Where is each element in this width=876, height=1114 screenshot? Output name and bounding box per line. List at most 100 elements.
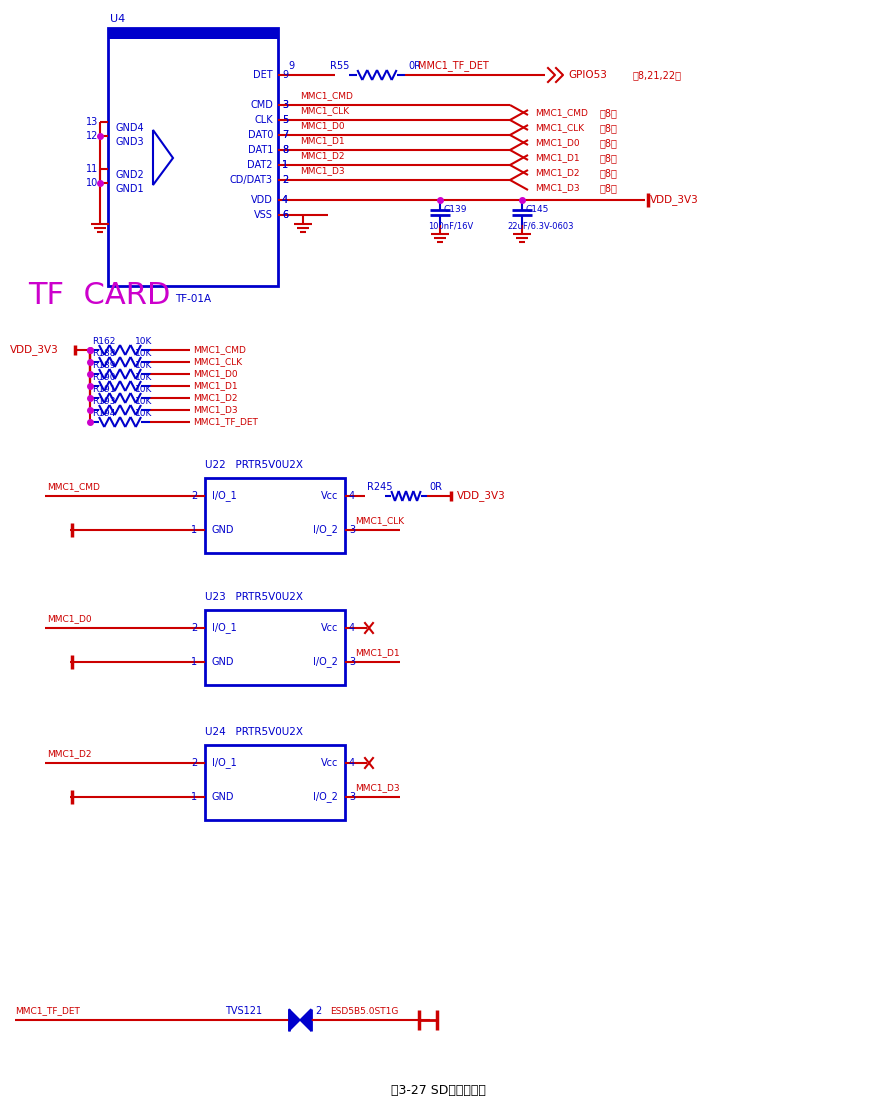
Text: R55: R55	[330, 61, 350, 71]
Text: 1: 1	[191, 525, 197, 535]
Text: 8: 8	[282, 145, 288, 155]
Text: 0R: 0R	[408, 61, 421, 71]
Text: 2: 2	[191, 758, 197, 768]
Text: 10K: 10K	[135, 409, 152, 418]
Text: 100nF/16V: 100nF/16V	[428, 222, 473, 231]
Text: R194: R194	[92, 409, 116, 418]
Text: VSS: VSS	[254, 211, 273, 219]
Text: 6: 6	[282, 211, 288, 219]
Text: TVS121: TVS121	[225, 1006, 262, 1016]
Text: I/O_1: I/O_1	[212, 490, 237, 501]
Text: 2: 2	[282, 175, 288, 185]
Text: MMC1_D1: MMC1_D1	[193, 381, 237, 391]
Text: 1: 1	[282, 160, 288, 170]
Text: VDD: VDD	[251, 195, 273, 205]
Text: GND3: GND3	[116, 137, 145, 147]
Text: MMC1_CLK: MMC1_CLK	[355, 517, 404, 526]
Text: R191: R191	[92, 384, 116, 393]
Text: CLK: CLK	[254, 115, 273, 125]
Text: 5: 5	[282, 115, 288, 125]
Text: 3: 3	[282, 100, 288, 110]
Text: MMC1_D2: MMC1_D2	[300, 152, 344, 160]
Text: U22   PRTR5V0U2X: U22 PRTR5V0U2X	[205, 460, 303, 470]
Text: 1: 1	[191, 792, 197, 802]
Text: MMC1_CLK: MMC1_CLK	[535, 124, 584, 133]
Text: 【8】: 【8】	[600, 108, 618, 118]
Text: 22uF/6.3V-0603: 22uF/6.3V-0603	[507, 222, 574, 231]
Text: U24   PRTR5V0U2X: U24 PRTR5V0U2X	[205, 727, 303, 737]
Text: GND1: GND1	[116, 184, 145, 194]
Text: 10K: 10K	[135, 372, 152, 381]
Text: 【8】: 【8】	[600, 183, 618, 193]
Text: MMC1_D2: MMC1_D2	[47, 750, 91, 759]
Text: MMC1_CMD: MMC1_CMD	[300, 91, 353, 100]
Text: I/O_2: I/O_2	[313, 656, 338, 667]
Text: U23   PRTR5V0U2X: U23 PRTR5V0U2X	[205, 592, 303, 602]
Text: U4: U4	[110, 14, 125, 25]
Text: MMC1_TF_DET: MMC1_TF_DET	[15, 1007, 80, 1016]
Text: MMC1_D1: MMC1_D1	[535, 154, 580, 163]
Text: GND: GND	[212, 657, 235, 667]
Text: 7: 7	[282, 130, 288, 140]
Text: GND2: GND2	[116, 170, 145, 180]
Text: C145: C145	[526, 205, 549, 215]
Text: 13: 13	[86, 117, 98, 127]
Text: MMC1_CMD: MMC1_CMD	[47, 482, 100, 491]
Text: DAT1: DAT1	[248, 145, 273, 155]
Text: R245: R245	[367, 482, 392, 492]
Text: DET: DET	[253, 70, 273, 80]
Text: MMC1_CLK: MMC1_CLK	[300, 107, 350, 116]
Text: 3: 3	[282, 100, 288, 110]
Text: C139: C139	[444, 205, 468, 215]
Bar	[205, 610, 345, 685]
Text: 图3-27 SD卡卡座电路: 图3-27 SD卡卡座电路	[391, 1084, 485, 1096]
Text: GND4: GND4	[116, 123, 145, 133]
Text: 2: 2	[315, 1006, 321, 1016]
Text: 4: 4	[349, 623, 355, 633]
Text: 9: 9	[282, 70, 288, 80]
Text: 4: 4	[282, 195, 288, 205]
Text: 2: 2	[191, 623, 197, 633]
Text: DAT0: DAT0	[248, 130, 273, 140]
Text: MMC1_D0: MMC1_D0	[47, 615, 92, 624]
Text: MMC1_CLK: MMC1_CLK	[193, 358, 242, 367]
Text: VDD_3V3: VDD_3V3	[10, 344, 59, 355]
Text: ESD5B5.0ST1G: ESD5B5.0ST1G	[330, 1007, 399, 1016]
Text: 4: 4	[282, 195, 288, 205]
Text: I/O_2: I/O_2	[313, 792, 338, 802]
Text: 1: 1	[191, 657, 197, 667]
Text: R193: R193	[92, 397, 116, 405]
Text: 【8】: 【8】	[600, 153, 618, 163]
Text: VDD_3V3: VDD_3V3	[457, 490, 505, 501]
Text: MMC1_D3: MMC1_D3	[355, 783, 399, 792]
Text: 3: 3	[349, 657, 355, 667]
Text: R188: R188	[92, 349, 116, 358]
Text: GPIO53: GPIO53	[568, 70, 607, 80]
Text: 【8,21,22】: 【8,21,22】	[633, 70, 682, 80]
Bar	[108, 28, 278, 286]
Text: MMC1_D0: MMC1_D0	[193, 370, 237, 379]
Polygon shape	[300, 1009, 311, 1030]
Text: MMC1_D3: MMC1_D3	[300, 166, 344, 176]
Text: MMC1_D2: MMC1_D2	[193, 393, 237, 402]
Polygon shape	[289, 1009, 300, 1030]
Text: MMC1_TF_DET: MMC1_TF_DET	[418, 60, 489, 71]
Text: I/O_1: I/O_1	[212, 623, 237, 634]
Text: CD/DAT3: CD/DAT3	[230, 175, 273, 185]
Text: TF-01A: TF-01A	[175, 294, 211, 304]
Text: R162: R162	[92, 336, 116, 345]
Text: 3: 3	[349, 792, 355, 802]
Text: 11: 11	[86, 164, 98, 174]
Text: 【8】: 【8】	[600, 123, 618, 133]
Bar	[108, 28, 278, 39]
Text: CMD: CMD	[251, 100, 273, 110]
Text: 2: 2	[191, 491, 197, 501]
Bar	[205, 745, 345, 820]
Text: MMC1_TF_DET: MMC1_TF_DET	[193, 418, 258, 427]
Text: Vcc: Vcc	[321, 491, 338, 501]
Text: 10K: 10K	[135, 336, 152, 345]
Text: MMC1_D1: MMC1_D1	[355, 648, 399, 657]
Text: 10K: 10K	[135, 349, 152, 358]
Text: 【8】: 【8】	[600, 168, 618, 178]
Text: R189: R189	[92, 361, 116, 370]
